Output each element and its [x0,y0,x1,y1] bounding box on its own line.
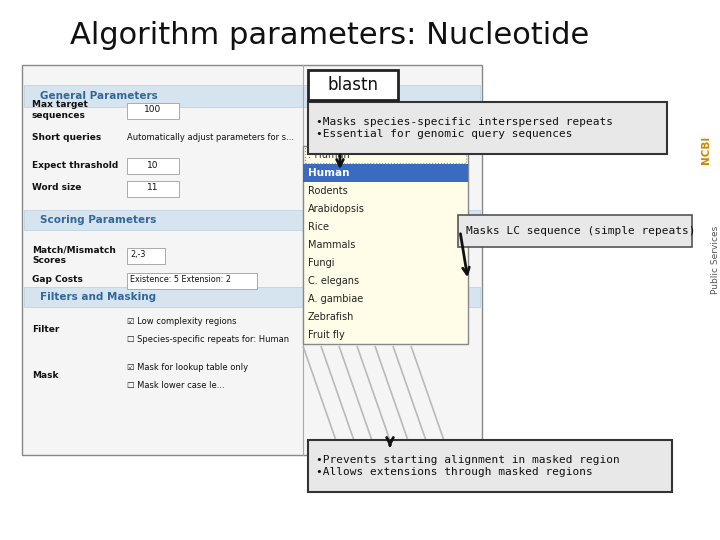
Text: ☐ Species-specific repeats for: Human: ☐ Species-specific repeats for: Human [127,335,289,345]
FancyBboxPatch shape [127,248,165,264]
Text: Expect thrashold: Expect thrashold [32,160,118,170]
Text: •Prevents starting alignment in masked region
•Allows extensions through masked : •Prevents starting alignment in masked r… [316,455,620,477]
Text: ☐ Mask lower case le...: ☐ Mask lower case le... [127,381,225,389]
Text: Mammals: Mammals [308,240,356,250]
Text: NCBI: NCBI [701,136,711,164]
FancyBboxPatch shape [127,158,179,174]
Text: : Human: : Human [308,150,350,160]
Text: Mask: Mask [32,370,58,380]
Text: Fruit fly: Fruit fly [308,330,345,340]
Text: Human: Human [308,168,349,178]
Text: 10: 10 [148,160,158,170]
Text: Existence: 5 Extension: 2: Existence: 5 Extension: 2 [130,275,231,285]
Text: Automatically adjust parameters for s...: Automatically adjust parameters for s... [127,133,294,143]
Text: C. elegans: C. elegans [308,276,359,286]
FancyBboxPatch shape [308,102,667,154]
FancyBboxPatch shape [24,85,480,107]
Text: Scoring Parameters: Scoring Parameters [40,215,156,225]
Text: Filter: Filter [32,326,59,334]
Text: General Parameters: General Parameters [40,91,158,101]
FancyBboxPatch shape [303,164,468,182]
FancyBboxPatch shape [24,287,480,307]
FancyBboxPatch shape [24,210,480,230]
Text: ☑ Low complexity regions: ☑ Low complexity regions [127,318,236,327]
FancyBboxPatch shape [127,181,179,197]
Text: •Masks species-specific interspersed repeats
•Essential for genomic query sequen: •Masks species-specific interspersed rep… [316,117,613,139]
Text: 2,-3: 2,-3 [130,251,145,260]
Text: Match/Mismatch
Scores: Match/Mismatch Scores [32,245,116,265]
FancyBboxPatch shape [127,103,179,119]
Text: Gap Costs: Gap Costs [32,275,83,285]
Text: Short queries: Short queries [32,133,102,143]
Text: A. gambiae: A. gambiae [308,294,364,304]
Text: Max target
sequences: Max target sequences [32,100,88,120]
FancyBboxPatch shape [308,70,398,100]
Text: Filters and Masking: Filters and Masking [40,292,156,302]
FancyBboxPatch shape [305,147,466,163]
Text: Masks LC sequence (simple repeats): Masks LC sequence (simple repeats) [466,226,696,236]
Text: 11: 11 [148,184,158,192]
Text: 100: 100 [145,105,161,114]
Text: ☑ Mask for lookup table only: ☑ Mask for lookup table only [127,362,248,372]
Text: Public Services: Public Services [711,226,719,294]
FancyBboxPatch shape [308,440,672,492]
Text: Zebrafish: Zebrafish [308,312,354,322]
Text: blastn: blastn [328,76,379,94]
Text: Rice: Rice [308,222,329,232]
Text: Rodents: Rodents [308,186,348,196]
FancyBboxPatch shape [303,146,468,344]
Text: Algorithm parameters: Nucleotide: Algorithm parameters: Nucleotide [71,21,590,50]
FancyBboxPatch shape [22,65,482,455]
Text: Fungi: Fungi [308,258,335,268]
Text: Arabidopsis: Arabidopsis [308,204,365,214]
Text: Word size: Word size [32,184,81,192]
FancyBboxPatch shape [127,273,257,289]
FancyBboxPatch shape [458,215,692,247]
